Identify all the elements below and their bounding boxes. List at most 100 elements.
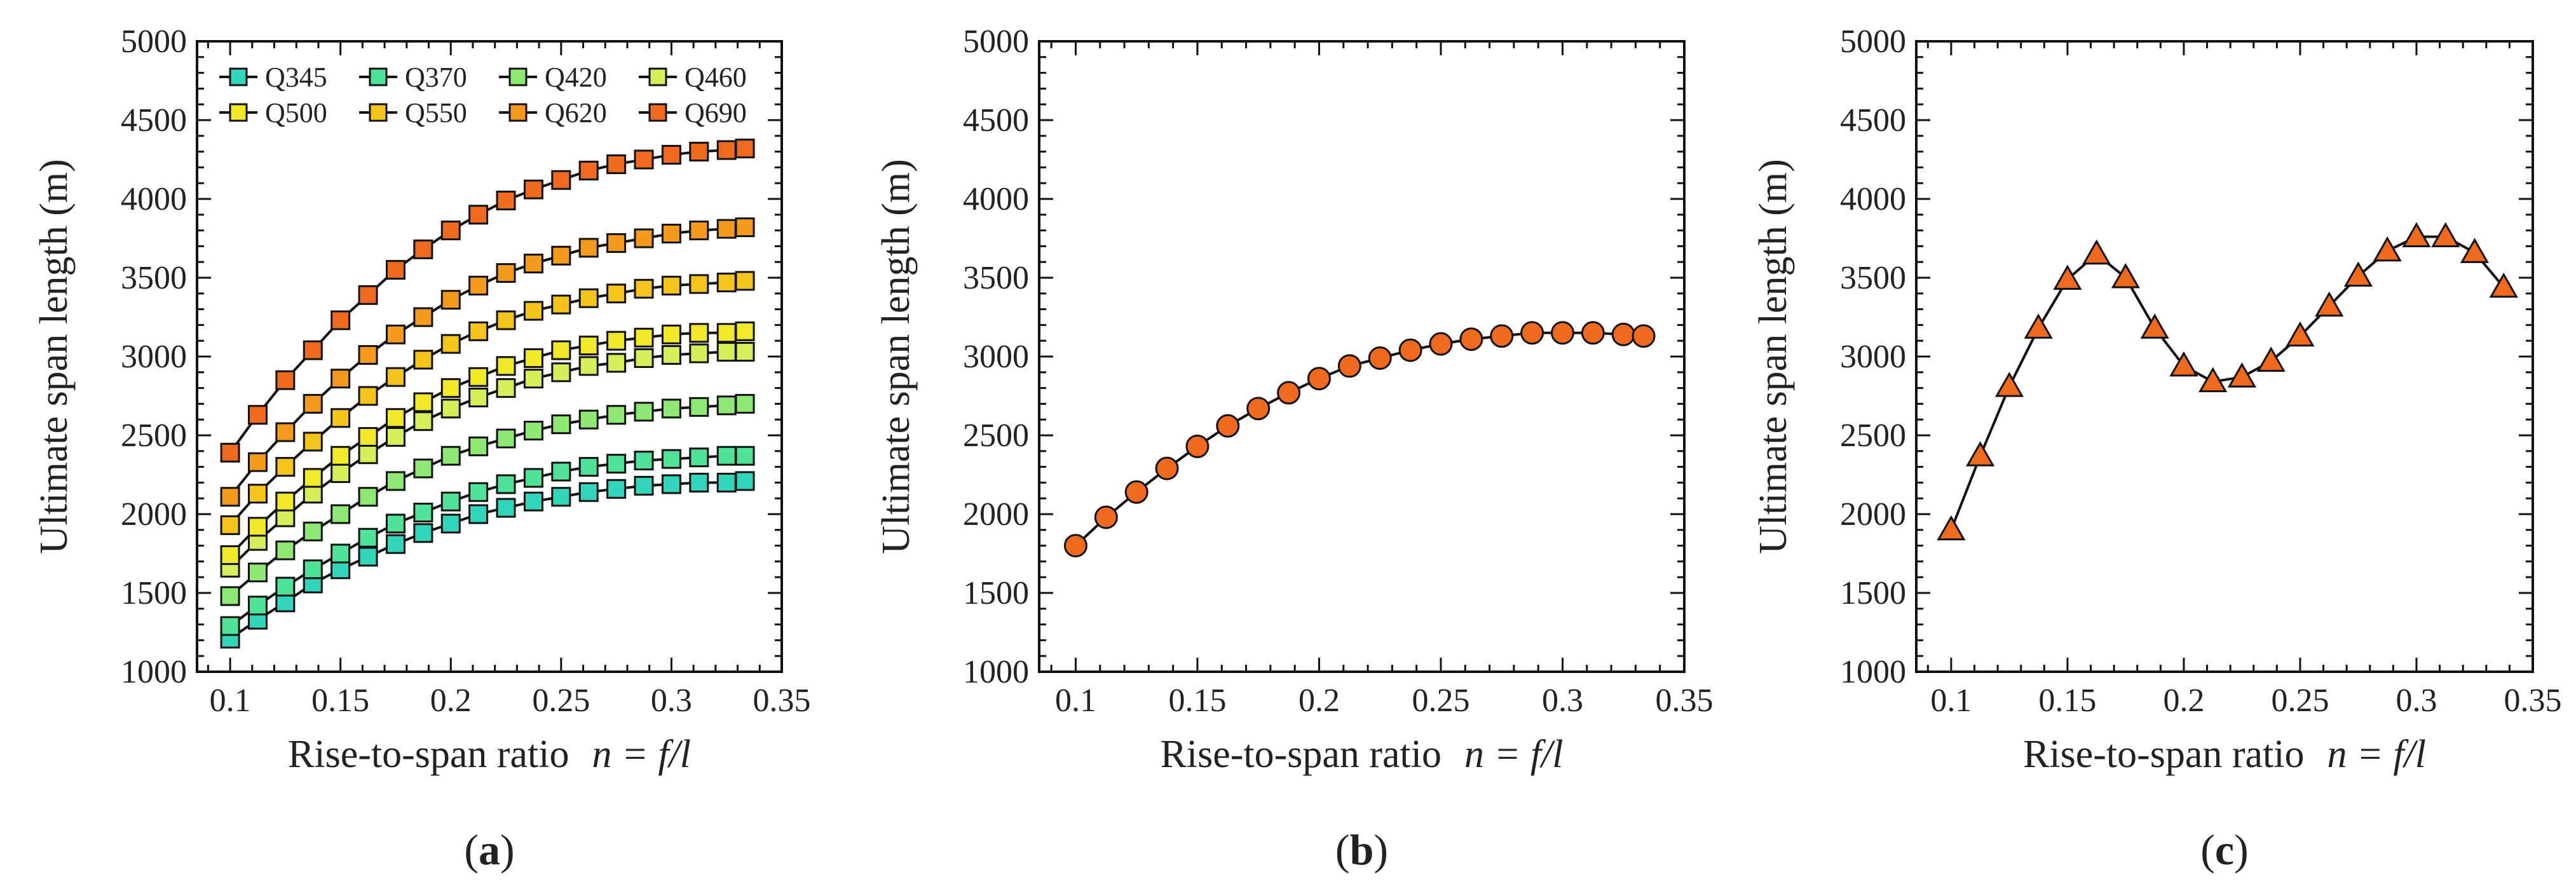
- panel-label-close: ): [1373, 826, 1388, 874]
- panel-label-letter: b: [1350, 826, 1374, 874]
- y-tick-label: 4500: [121, 102, 187, 139]
- data-point: [1611, 322, 1635, 346]
- data-point: [468, 367, 489, 387]
- data-point: [440, 334, 461, 354]
- data-point: [385, 367, 405, 387]
- y-tick-label: 4000: [121, 181, 187, 217]
- x-tick-label: 0.3: [1542, 683, 1583, 719]
- data-point: [661, 474, 681, 494]
- data-point: [468, 482, 489, 502]
- y-tick-label: 3000: [121, 339, 187, 375]
- data-point: [578, 457, 599, 477]
- data-point: [496, 310, 516, 330]
- data-point: [220, 487, 240, 507]
- data-point: [578, 336, 599, 356]
- y-tick-label: 3500: [121, 260, 187, 296]
- data-point: [440, 290, 461, 310]
- data-point: [2343, 261, 2373, 287]
- data-point: [578, 238, 599, 258]
- panel-label-open: (: [1335, 826, 1350, 874]
- y-axis-label: Ultimate span length (m): [32, 159, 76, 554]
- x-tick-label: 0.35: [753, 683, 811, 719]
- data-point: [1094, 505, 1118, 529]
- panel-b: 1000 1500 2000 2500 3000 3500 4000 4500 5000 0.1 0…: [875, 24, 1714, 874]
- data-point: [689, 274, 709, 294]
- data-point: [303, 393, 323, 414]
- data-point: [551, 340, 571, 360]
- y-tick-label: 2500: [121, 418, 187, 454]
- data-point: [1337, 354, 1361, 378]
- data-point: [523, 348, 543, 368]
- data-point: [385, 324, 405, 344]
- data-point: [2024, 313, 2053, 339]
- data-point: [468, 205, 489, 225]
- data-point: [523, 301, 543, 321]
- plot-frame: [1038, 40, 1686, 673]
- x-tick-label: 0.35: [1656, 683, 1714, 719]
- data-point: [606, 283, 627, 304]
- data-point: [634, 327, 654, 348]
- data-point: [735, 139, 755, 159]
- data-point: [551, 362, 571, 383]
- data-point: [689, 472, 709, 493]
- data-point: [523, 491, 543, 512]
- data-point: [716, 272, 737, 292]
- x-axis-label-variable: n = f/l: [592, 733, 692, 776]
- x-tick-label: 0.15: [311, 683, 369, 719]
- x-tick-label: 0.3: [651, 683, 692, 719]
- legend-marker: [229, 67, 248, 86]
- data-point: [331, 543, 351, 564]
- x-tick-label: 0.2: [1298, 683, 1340, 719]
- legend-marker: [369, 103, 388, 122]
- y-axis-label: Ultimate span length (m): [875, 159, 918, 554]
- data-point: [689, 142, 709, 162]
- data-point: [331, 504, 351, 524]
- data-point: [523, 254, 543, 274]
- data-point: [220, 545, 240, 565]
- panel-label: (a): [464, 826, 514, 874]
- data-point: [634, 348, 654, 368]
- data-point: [716, 219, 737, 239]
- data-point: [275, 540, 296, 561]
- data-point: [358, 426, 378, 447]
- x-axis-label: Rise-to-span ratio n = f/l: [2023, 733, 2426, 776]
- x-tick-label: 0.2: [430, 683, 472, 719]
- legend-label: Q690: [685, 97, 747, 128]
- data-point: [220, 586, 240, 606]
- data-point: [2315, 291, 2344, 317]
- data-point: [1520, 321, 1544, 345]
- data-point: [440, 445, 461, 466]
- data-point: [220, 616, 240, 636]
- y-tick-label: 2000: [121, 496, 187, 533]
- data-point: [247, 595, 268, 616]
- data-point: [413, 503, 433, 523]
- x-tick-label: 0.15: [2038, 683, 2096, 719]
- panel-label-letter: c: [2215, 826, 2234, 874]
- data-point: [440, 398, 461, 419]
- data-point: [2489, 272, 2518, 298]
- data-point: [1155, 456, 1179, 480]
- data-point: [689, 343, 709, 364]
- data-point: [1368, 346, 1392, 370]
- data-point: [247, 562, 268, 583]
- data-point: [1185, 434, 1210, 458]
- data-point: [634, 228, 654, 248]
- data-point: [689, 447, 709, 468]
- x-axis-label-text: Rise-to-span ratio: [1160, 733, 1441, 776]
- data-point: [606, 154, 627, 174]
- data-point: [358, 386, 378, 406]
- data-point: [413, 350, 433, 370]
- data-point: [716, 472, 737, 493]
- data-point: [634, 278, 654, 299]
- data-point: [1216, 414, 1240, 438]
- data-point: [331, 408, 351, 428]
- data-point: [578, 288, 599, 308]
- data-point: [385, 514, 405, 534]
- data-point: [661, 324, 681, 344]
- legend-label: Q370: [405, 62, 467, 93]
- data-point: [331, 369, 351, 389]
- data-point: [1063, 534, 1087, 558]
- data-point: [551, 461, 571, 482]
- data-point: [468, 436, 489, 456]
